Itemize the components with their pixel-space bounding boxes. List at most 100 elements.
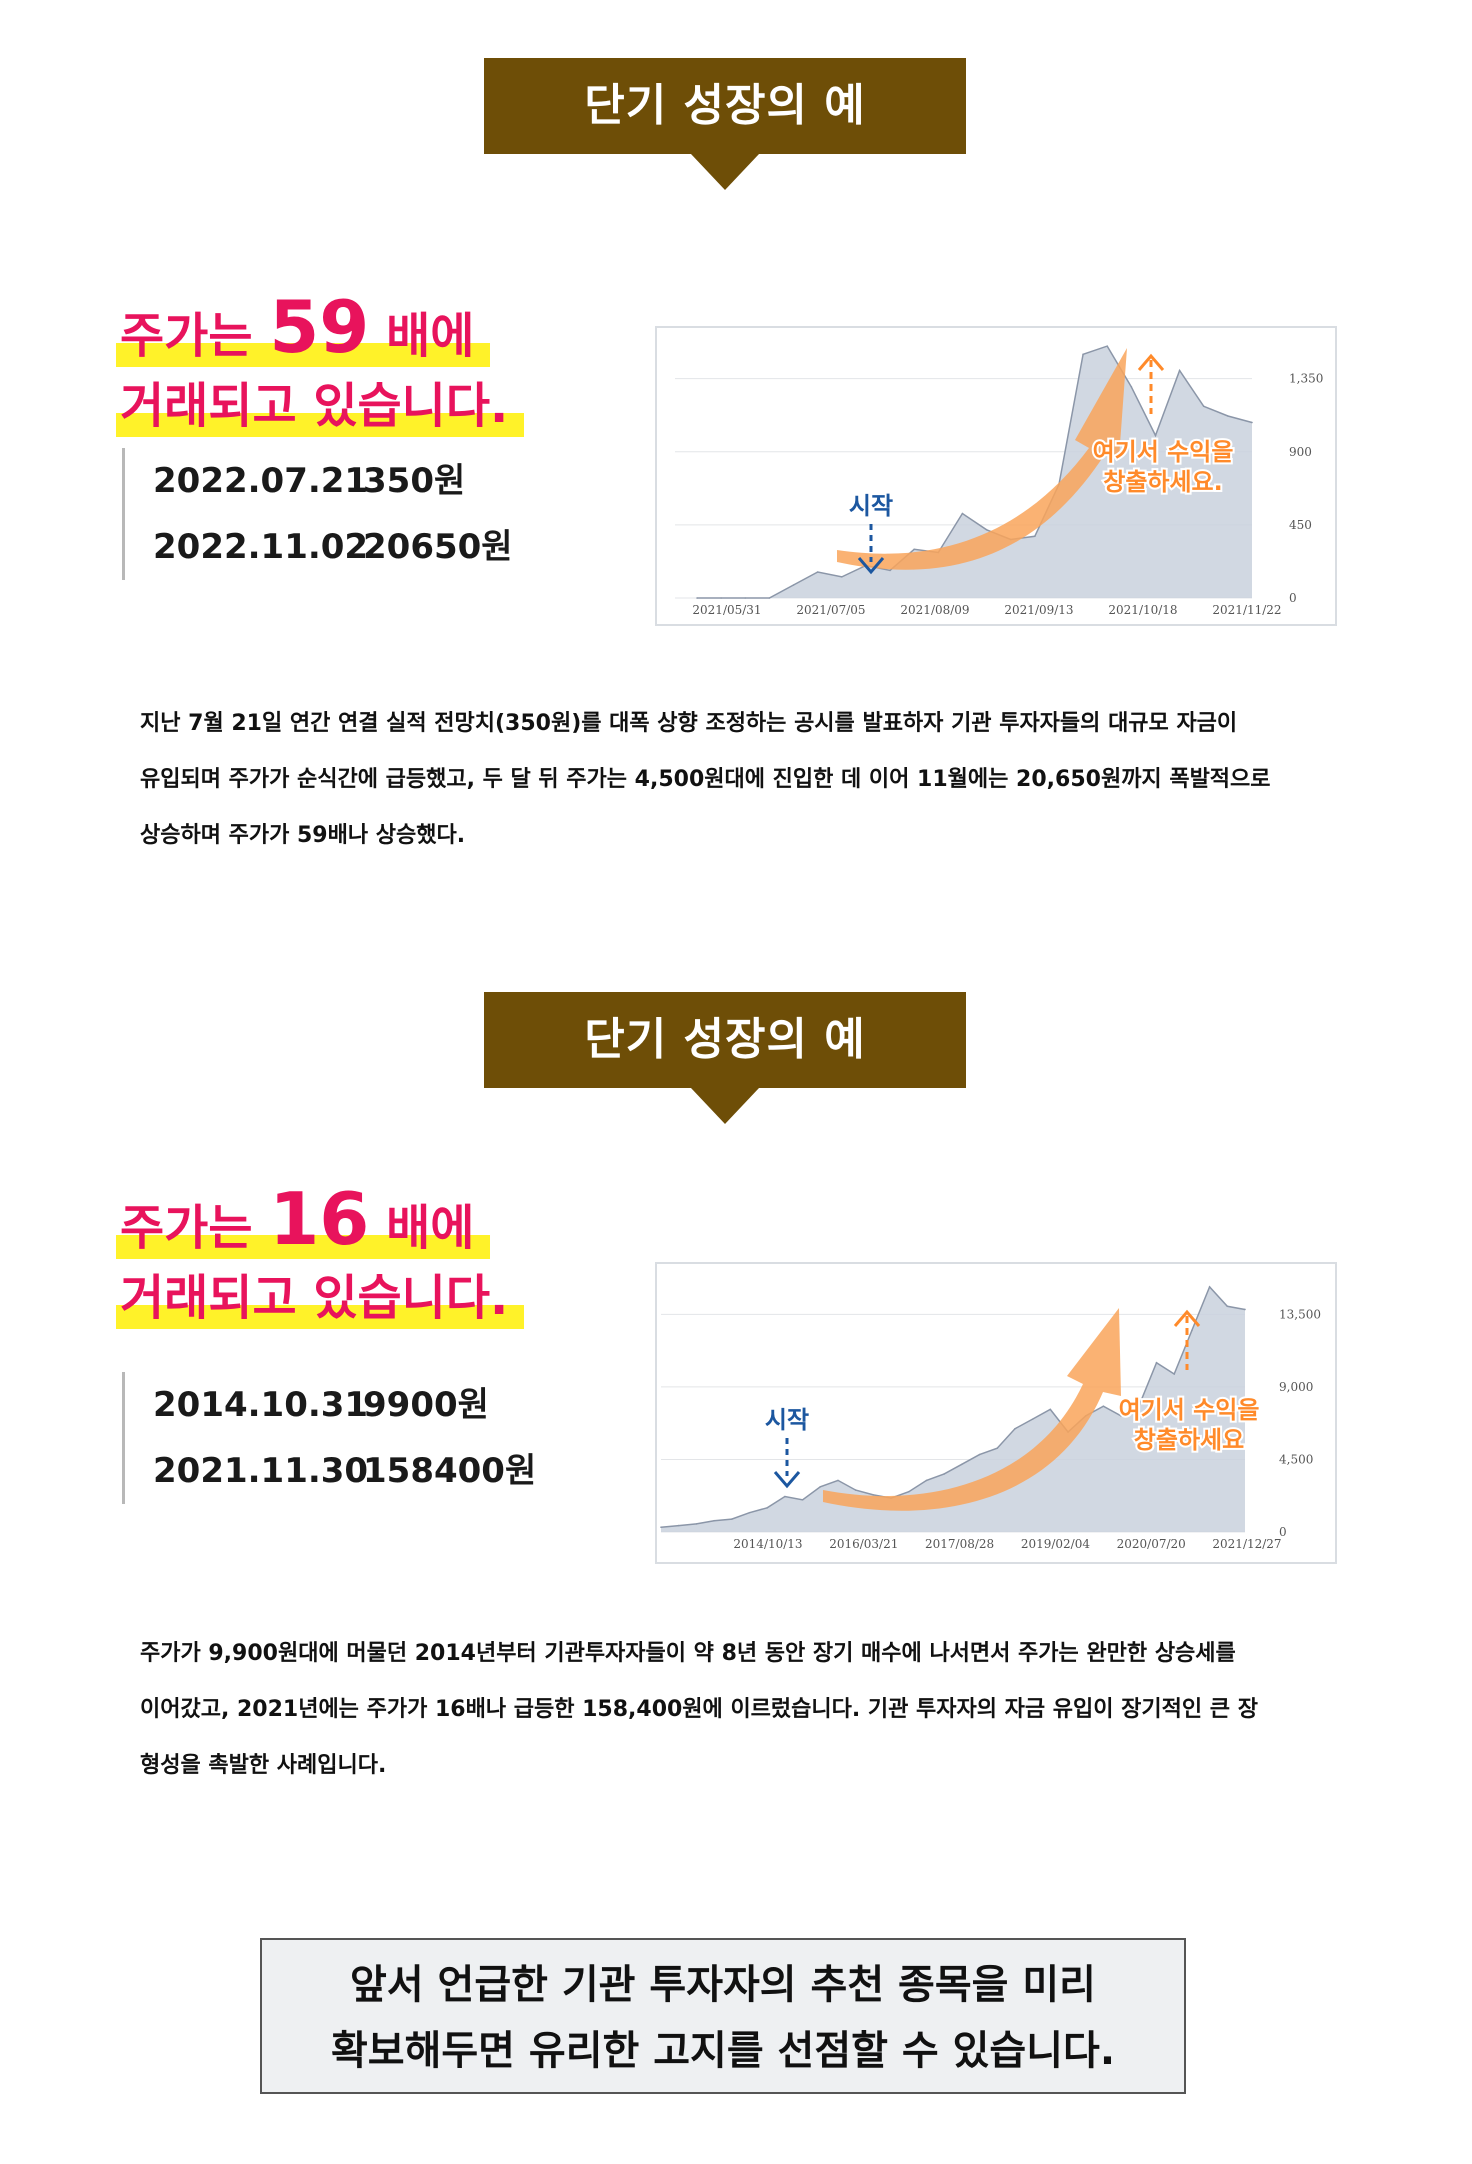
profit-label-line2: 창출하세요: [1134, 1426, 1244, 1454]
headline-line-2: 거래되고 있습니다.: [115, 371, 525, 441]
start-label: 시작: [849, 492, 893, 520]
headline-2: 주가는 16 배에 거래되고 있습니다.: [115, 1183, 525, 1333]
x-tick-label: 2021/10/18: [1108, 603, 1177, 617]
description-line: 유입되며 주가가 순식간에 급등했고, 두 달 뒤 주가는 4,500원대에 진…: [140, 767, 1271, 792]
data-point: [660, 1526, 662, 1528]
data-point: [961, 512, 964, 515]
data-point: [1155, 1361, 1158, 1364]
price-area: [661, 1286, 1245, 1532]
data-point: [696, 597, 698, 599]
data-point: [1082, 353, 1084, 356]
start-arrow-head: [857, 557, 885, 575]
headline-line-1: 주가는 59 배에: [115, 291, 491, 371]
data-point: [1202, 405, 1205, 408]
data-point: [1049, 1408, 1052, 1411]
y-tick-label: 9,000: [1279, 1380, 1313, 1394]
price-line: [697, 345, 1253, 599]
data-point: [913, 548, 915, 551]
data-point: [985, 528, 988, 531]
x-tick-label: 2021/12/27: [1212, 1537, 1281, 1551]
data-point: [720, 597, 722, 599]
x-tick-label: 2019/02/04: [1021, 1537, 1091, 1551]
description-2: 주가가 9,900원대에 머물던 2014년부터 기관투자자들이 약 8년 동안…: [140, 1626, 1340, 1794]
y-tick-label: 900: [1289, 445, 1312, 459]
data-point: [840, 576, 843, 578]
start-arrow-head: [773, 1471, 801, 1489]
y-tick-label: 13,500: [1279, 1307, 1321, 1321]
section-banner-label: 단기 성장의 예: [584, 80, 866, 131]
data-point: [961, 1463, 963, 1466]
price-date: 2014.10.31: [153, 1385, 369, 1425]
data-point: [1034, 535, 1036, 538]
x-tick-label: 2016/03/21: [829, 1537, 898, 1551]
data-point: [996, 1447, 999, 1449]
x-tick-label: 2021/11/22: [1212, 603, 1281, 617]
data-point: [819, 1486, 822, 1488]
price-date: 2021.11.30: [153, 1451, 369, 1491]
data-point: [1173, 1373, 1176, 1375]
profit-arrow-head: [1137, 353, 1165, 371]
profit-label-line1: 여기서 수익을: [1093, 438, 1234, 466]
data-point: [1178, 369, 1181, 372]
notice-line: 앞서 언급한 기관 투자자의 추천 종목을 미리: [350, 1962, 1096, 2008]
data-point: [854, 1489, 857, 1491]
price-list-1: 2022.07.21350원 2022.11.0220650원: [122, 448, 513, 580]
description-line: 형성을 촉발한 사례입니다.: [140, 1753, 387, 1778]
data-point: [801, 1498, 804, 1501]
profit-arrow-head: [1173, 1309, 1201, 1327]
section-banner-1: 단기 성장의 예: [484, 58, 966, 190]
notice-line: 확보해두면 유리한 고지를 선점할 수 있습니다.: [330, 2028, 1116, 2074]
data-point: [1106, 345, 1109, 347]
headline-multiplier: 59: [269, 285, 370, 369]
price-list-2: 2014.10.319900원 2021.11.30158400원: [122, 1372, 536, 1504]
description-1: 지난 7월 21일 연간 연결 실적 전망치(350원)를 대폭 상향 조정하는…: [140, 696, 1340, 864]
data-point: [1130, 385, 1133, 388]
data-point: [768, 597, 771, 599]
data-point: [943, 1473, 945, 1475]
price-value: 350원: [363, 461, 466, 501]
headline-suffix: 배에: [369, 1200, 475, 1256]
price-row: 2022.11.0220650원: [153, 514, 513, 580]
data-point: [1138, 1405, 1140, 1408]
price-value: 158400원: [363, 1451, 537, 1491]
data-point: [744, 597, 747, 599]
data-point: [784, 1495, 786, 1498]
description-line: 상승하며 주가가 59배나 상승했다.: [140, 823, 466, 848]
headline-multiplier: 16: [269, 1177, 370, 1261]
data-point: [695, 1523, 698, 1525]
data-point: [792, 584, 795, 586]
data-point: [816, 571, 819, 573]
data-point: [766, 1507, 768, 1509]
headline-line-2: 거래되고 있습니다.: [115, 1263, 525, 1333]
y-tick-label: 450: [1289, 518, 1312, 532]
y-tick-label: 4,500: [1279, 1452, 1313, 1466]
start-label: 시작: [765, 1406, 809, 1434]
x-tick-label: 2017/08/28: [925, 1537, 994, 1551]
data-point: [889, 569, 891, 572]
y-tick-label: 0: [1289, 591, 1297, 605]
price-date: 2022.11.02: [153, 527, 369, 567]
y-tick-label: 1,350: [1289, 372, 1323, 386]
data-point: [1244, 1308, 1246, 1311]
profit-label-line1: 여기서 수익을: [1119, 1396, 1260, 1424]
section-banner-2: 단기 성장의 예: [484, 992, 966, 1124]
price-value: 9900원: [363, 1385, 489, 1425]
description-line: 주가가 9,900원대에 머물던 2014년부터 기관투자자들이 약 8년 동안…: [140, 1641, 1236, 1666]
data-point: [713, 1519, 715, 1522]
y-tick-label: 0: [1279, 1525, 1287, 1539]
notice-box: 앞서 언급한 기관 투자자의 추천 종목을 미리 확보해두면 유리한 고지를 선…: [260, 1938, 1186, 2094]
data-point: [1120, 1415, 1122, 1417]
x-tick-label: 2014/10/13: [733, 1537, 802, 1551]
profit-label-line2: 창출하세요.: [1103, 468, 1223, 496]
data-point: [872, 1494, 875, 1496]
price-value: 20650원: [363, 527, 513, 567]
data-point: [925, 1479, 928, 1482]
headline-line-1: 주가는 16 배에: [115, 1183, 491, 1263]
data-point: [677, 1524, 680, 1527]
headline-1: 주가는 59 배에 거래되고 있습니다.: [115, 291, 525, 441]
x-tick-label: 2021/09/13: [1004, 603, 1073, 617]
price-row: 2021.11.30158400원: [153, 1438, 536, 1504]
price-line: [660, 1285, 1246, 1528]
data-point: [1031, 1418, 1034, 1420]
data-point: [730, 1518, 733, 1520]
